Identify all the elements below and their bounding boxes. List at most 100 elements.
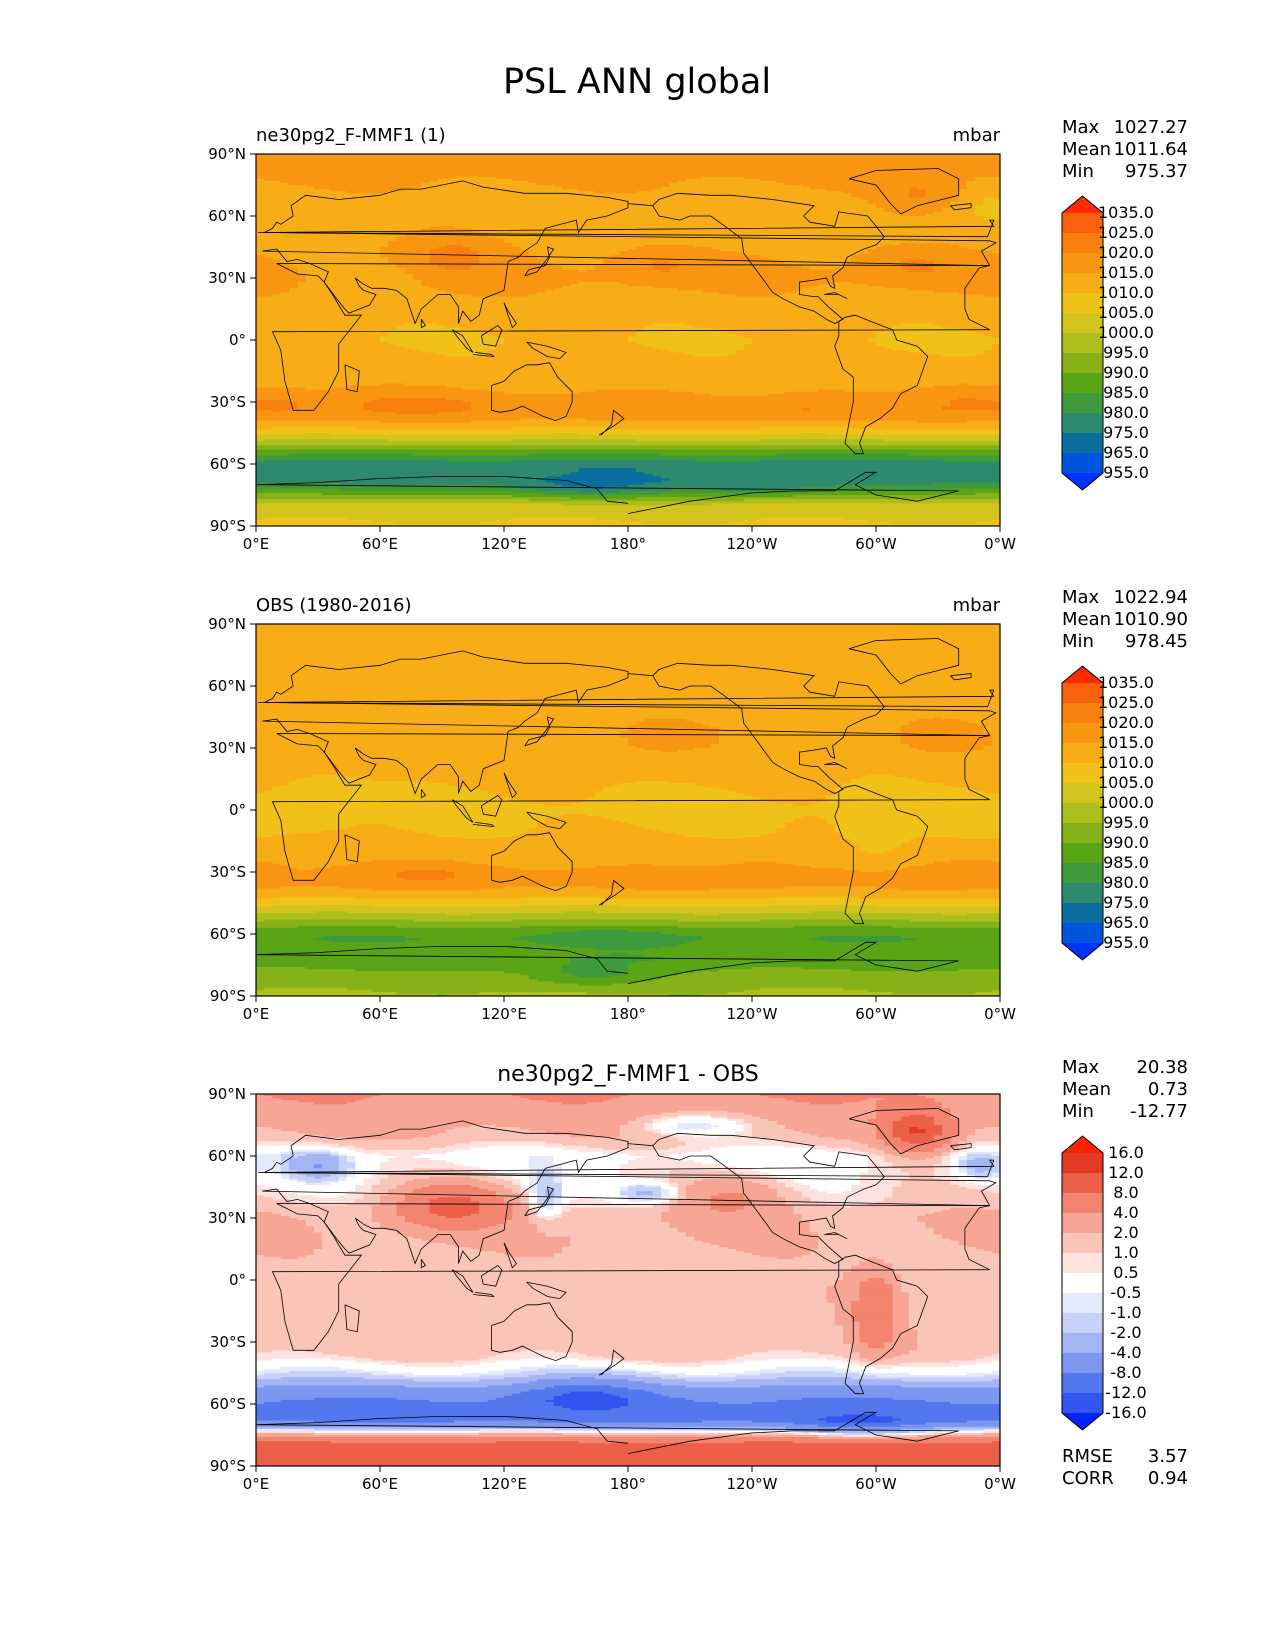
field-cell xyxy=(611,975,670,978)
field-cell xyxy=(619,1191,637,1194)
field-cell xyxy=(917,1344,1000,1347)
field-cell xyxy=(909,1319,1000,1322)
field-cell xyxy=(958,1143,968,1147)
field-cell xyxy=(619,1187,629,1190)
field-cell xyxy=(256,1125,472,1128)
field-cell xyxy=(528,253,621,256)
field-cell xyxy=(404,1182,497,1186)
field-cell xyxy=(917,1342,1000,1345)
field-cell xyxy=(578,801,778,805)
field-cell xyxy=(256,967,307,970)
field-cell xyxy=(256,1298,827,1302)
colorbar-label: 965.0 xyxy=(1103,443,1149,462)
field-cell xyxy=(512,517,596,521)
field-cell xyxy=(909,1296,1000,1300)
field-cell xyxy=(884,1358,976,1362)
field-cell xyxy=(256,969,356,972)
field-cell xyxy=(256,1271,844,1275)
y-tick-label: 60°S xyxy=(210,1395,246,1413)
figure-title: PSL ANN global xyxy=(503,62,771,102)
colorbar-segment xyxy=(1062,743,1103,764)
field-cell xyxy=(801,1182,861,1186)
field-cell xyxy=(611,1393,662,1397)
field-cell xyxy=(743,335,877,339)
field-cell xyxy=(975,209,1000,213)
field-cell xyxy=(256,267,298,271)
field-cell xyxy=(727,1116,761,1120)
field-cell xyxy=(388,1228,439,1231)
field-cell xyxy=(272,294,472,298)
field-cell xyxy=(958,1166,968,1169)
field-cell xyxy=(454,785,613,788)
field-cell xyxy=(413,187,563,190)
field-cell xyxy=(256,785,282,788)
field-cell xyxy=(330,1145,356,1149)
x-tick-label: 0°E xyxy=(243,1475,270,1493)
field-cell xyxy=(826,1300,852,1304)
field-cell xyxy=(884,1435,918,1438)
field-cell xyxy=(900,323,935,327)
field-cell xyxy=(256,1251,315,1254)
field-cell xyxy=(851,282,1000,285)
field-cell xyxy=(669,1201,679,1205)
field-cell xyxy=(256,1257,282,1260)
field-cell xyxy=(752,1114,877,1118)
field-cell xyxy=(702,1360,745,1364)
field-cell xyxy=(512,1211,530,1215)
field-cell xyxy=(470,1199,505,1203)
field-cell xyxy=(661,1193,670,1196)
field-cell xyxy=(371,888,480,892)
field-cell xyxy=(256,1174,282,1178)
field-cell xyxy=(594,191,637,194)
field-cell xyxy=(842,783,943,786)
field-cell xyxy=(256,907,1000,910)
colorbar-segment xyxy=(1062,1273,1103,1294)
field-cell xyxy=(975,789,1000,792)
coastline xyxy=(258,219,995,238)
field-cell xyxy=(256,162,1000,165)
field-cell xyxy=(727,1362,852,1366)
field-cell xyxy=(413,1373,464,1376)
field-cell xyxy=(256,752,1000,755)
field-cell xyxy=(826,799,1000,803)
field-cell xyxy=(570,803,794,807)
field-cell xyxy=(495,1441,579,1444)
field-cell xyxy=(694,1236,819,1240)
field-cell xyxy=(578,282,621,285)
field-cell xyxy=(338,1166,356,1169)
field-cell xyxy=(628,1160,695,1163)
field-cell xyxy=(256,820,546,823)
field-cell xyxy=(950,1158,960,1161)
field-cell xyxy=(768,896,861,900)
field-cell xyxy=(256,1224,307,1227)
field-cell xyxy=(537,1176,555,1180)
colorbar-segment xyxy=(1062,703,1103,724)
field-cell xyxy=(256,1461,1000,1465)
field-cell xyxy=(677,944,1000,947)
field-cell xyxy=(628,1153,670,1157)
field-cell xyxy=(256,1319,836,1322)
field-cell xyxy=(454,874,1000,877)
field-cell xyxy=(768,905,877,908)
field-cell xyxy=(636,723,703,726)
field-cell xyxy=(388,244,447,248)
field-cell xyxy=(685,834,761,838)
field-cell xyxy=(718,739,902,743)
field-cell xyxy=(256,1191,290,1194)
field-cell xyxy=(900,741,993,745)
field-cell xyxy=(892,1129,910,1132)
field-cell xyxy=(586,799,770,803)
field-cell xyxy=(884,1199,1000,1203)
field-cell xyxy=(628,1094,761,1097)
field-cell xyxy=(256,176,455,180)
field-cell xyxy=(710,247,877,250)
field-cell xyxy=(685,1197,712,1200)
field-cell xyxy=(652,474,1000,477)
field-cell xyxy=(256,1449,1000,1453)
field-cell xyxy=(925,1224,1000,1227)
field-cell xyxy=(512,1383,662,1386)
field-cell xyxy=(380,1180,406,1184)
field-cell xyxy=(818,284,869,287)
field-cell xyxy=(256,731,621,735)
field-cell xyxy=(925,1432,935,1436)
